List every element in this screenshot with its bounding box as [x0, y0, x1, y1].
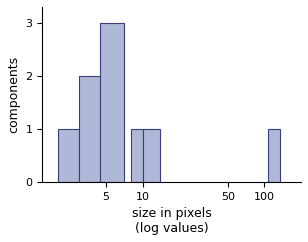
- Bar: [58, 129, 79, 182]
- Bar: [100, 23, 124, 182]
- Bar: [143, 129, 160, 182]
- Bar: [131, 129, 143, 182]
- Y-axis label: components: components: [7, 56, 20, 133]
- X-axis label: size in pixels
(log values): size in pixels (log values): [132, 207, 212, 235]
- Bar: [269, 129, 280, 182]
- Bar: [79, 76, 100, 182]
